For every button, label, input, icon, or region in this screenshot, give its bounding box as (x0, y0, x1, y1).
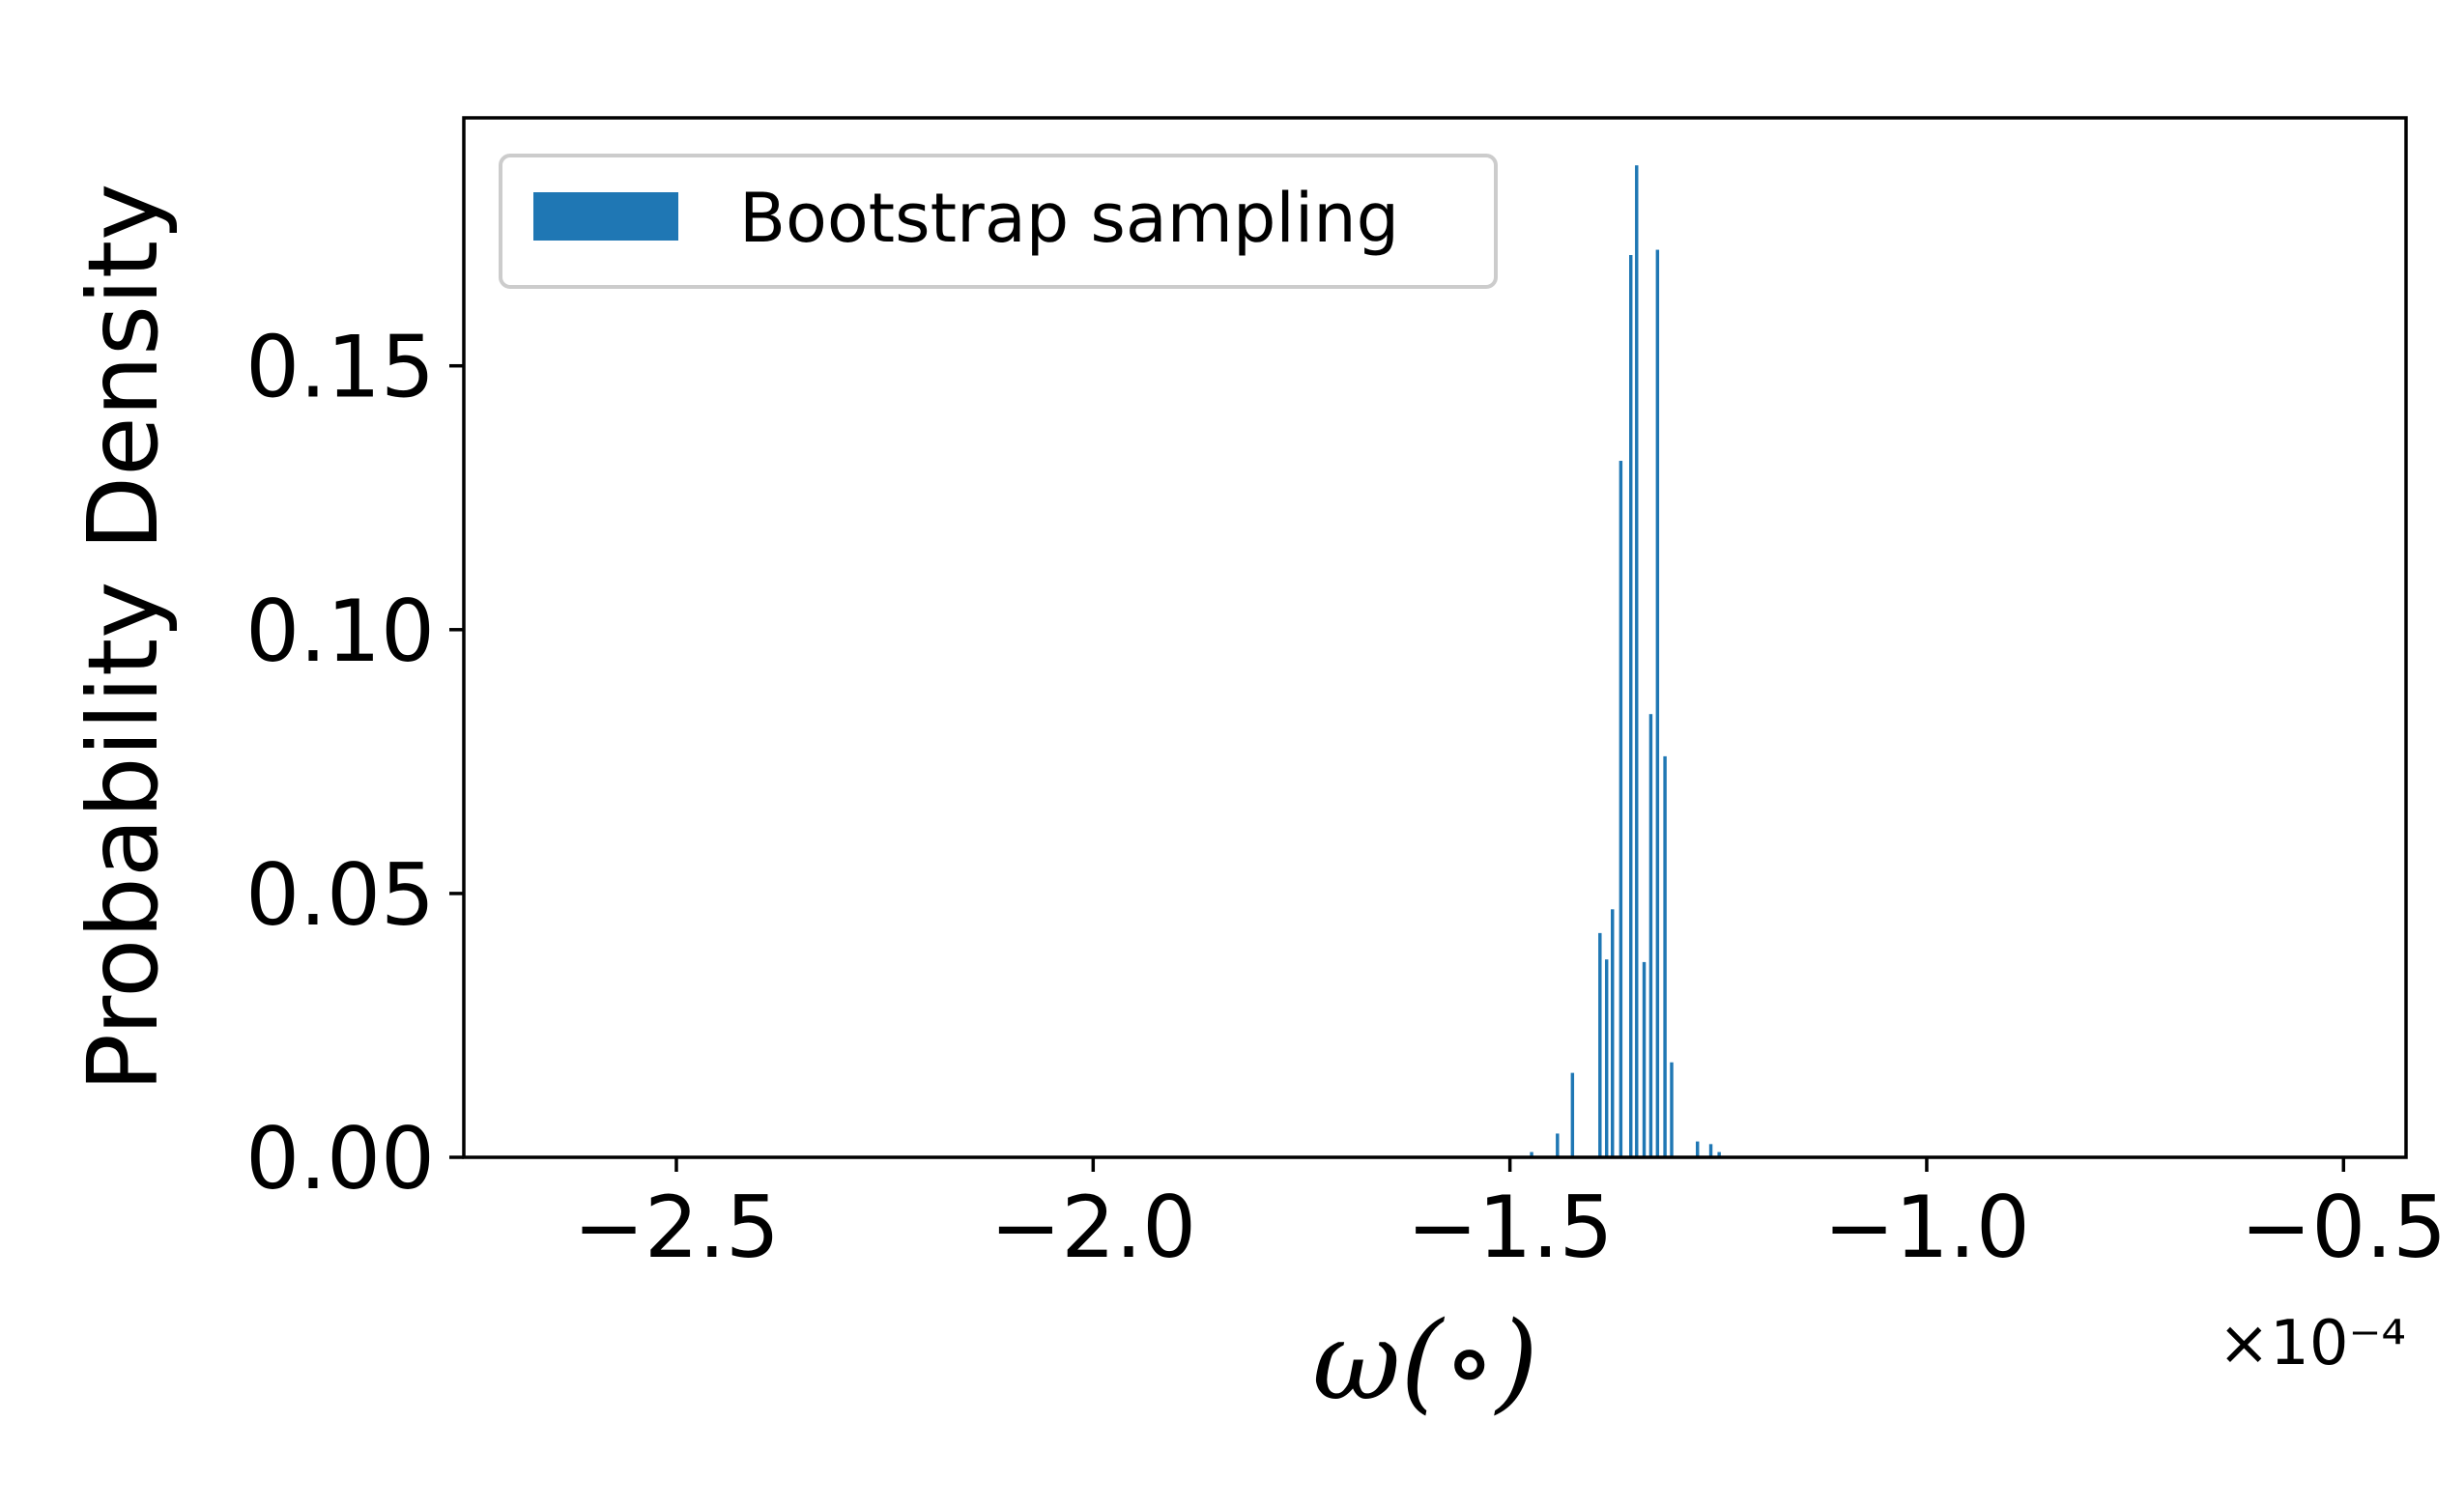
histogram-bar (1655, 249, 1660, 1157)
histogram-bar (1611, 909, 1615, 1157)
legend: Bootstrap sampling (499, 154, 1498, 289)
plot-frame (462, 116, 2408, 1159)
histogram-bar (1670, 1062, 1674, 1157)
histogram-bar (1663, 755, 1667, 1157)
histogram-bar (1648, 714, 1653, 1157)
y-tick-label: 0.00 (245, 1109, 435, 1208)
x-tick-label: −1.0 (1823, 1178, 2030, 1277)
histogram-bar (1604, 959, 1609, 1157)
y-axis-ticks: 0.00 0.05 0.10 0.15 (245, 318, 464, 1208)
legend-label: Bootstrap sampling (739, 179, 1399, 258)
x-tick-label: −2.5 (573, 1178, 780, 1277)
histogram-bar (1619, 461, 1623, 1157)
histogram-bar (1696, 1141, 1700, 1157)
x-tick-label: −1.5 (1407, 1178, 1614, 1277)
histogram-bar (1556, 1133, 1560, 1157)
histogram-bar (1530, 1152, 1533, 1157)
x-axis-label: ω(∘) (1312, 1299, 1538, 1425)
x-tick-label: −0.5 (2240, 1178, 2447, 1277)
y-tick-label: 0.10 (245, 582, 435, 681)
histogram-bar (1598, 932, 1602, 1157)
y-tick-label: 0.05 (245, 845, 435, 945)
histogram-bar (1629, 255, 1633, 1157)
histogram-bar (1708, 1144, 1713, 1157)
histogram-bar (1642, 961, 1647, 1157)
histogram-bar (1717, 1152, 1721, 1157)
x-axis-ticks: −2.5 −2.0 −1.5 −1.0 −0.5 (573, 1157, 2447, 1277)
x-axis-offset-text: ×10⁻⁴ (2219, 1308, 2407, 1379)
histogram-bar (1635, 165, 1639, 1157)
legend-swatch (533, 192, 678, 241)
legend-box (499, 154, 1498, 289)
x-tick-label: −2.0 (989, 1178, 1196, 1277)
histogram-bar (1570, 1072, 1575, 1157)
histogram-bars (1530, 165, 1721, 1157)
y-tick-label: 0.15 (245, 318, 435, 417)
y-axis-label: Probability Density (67, 184, 180, 1093)
